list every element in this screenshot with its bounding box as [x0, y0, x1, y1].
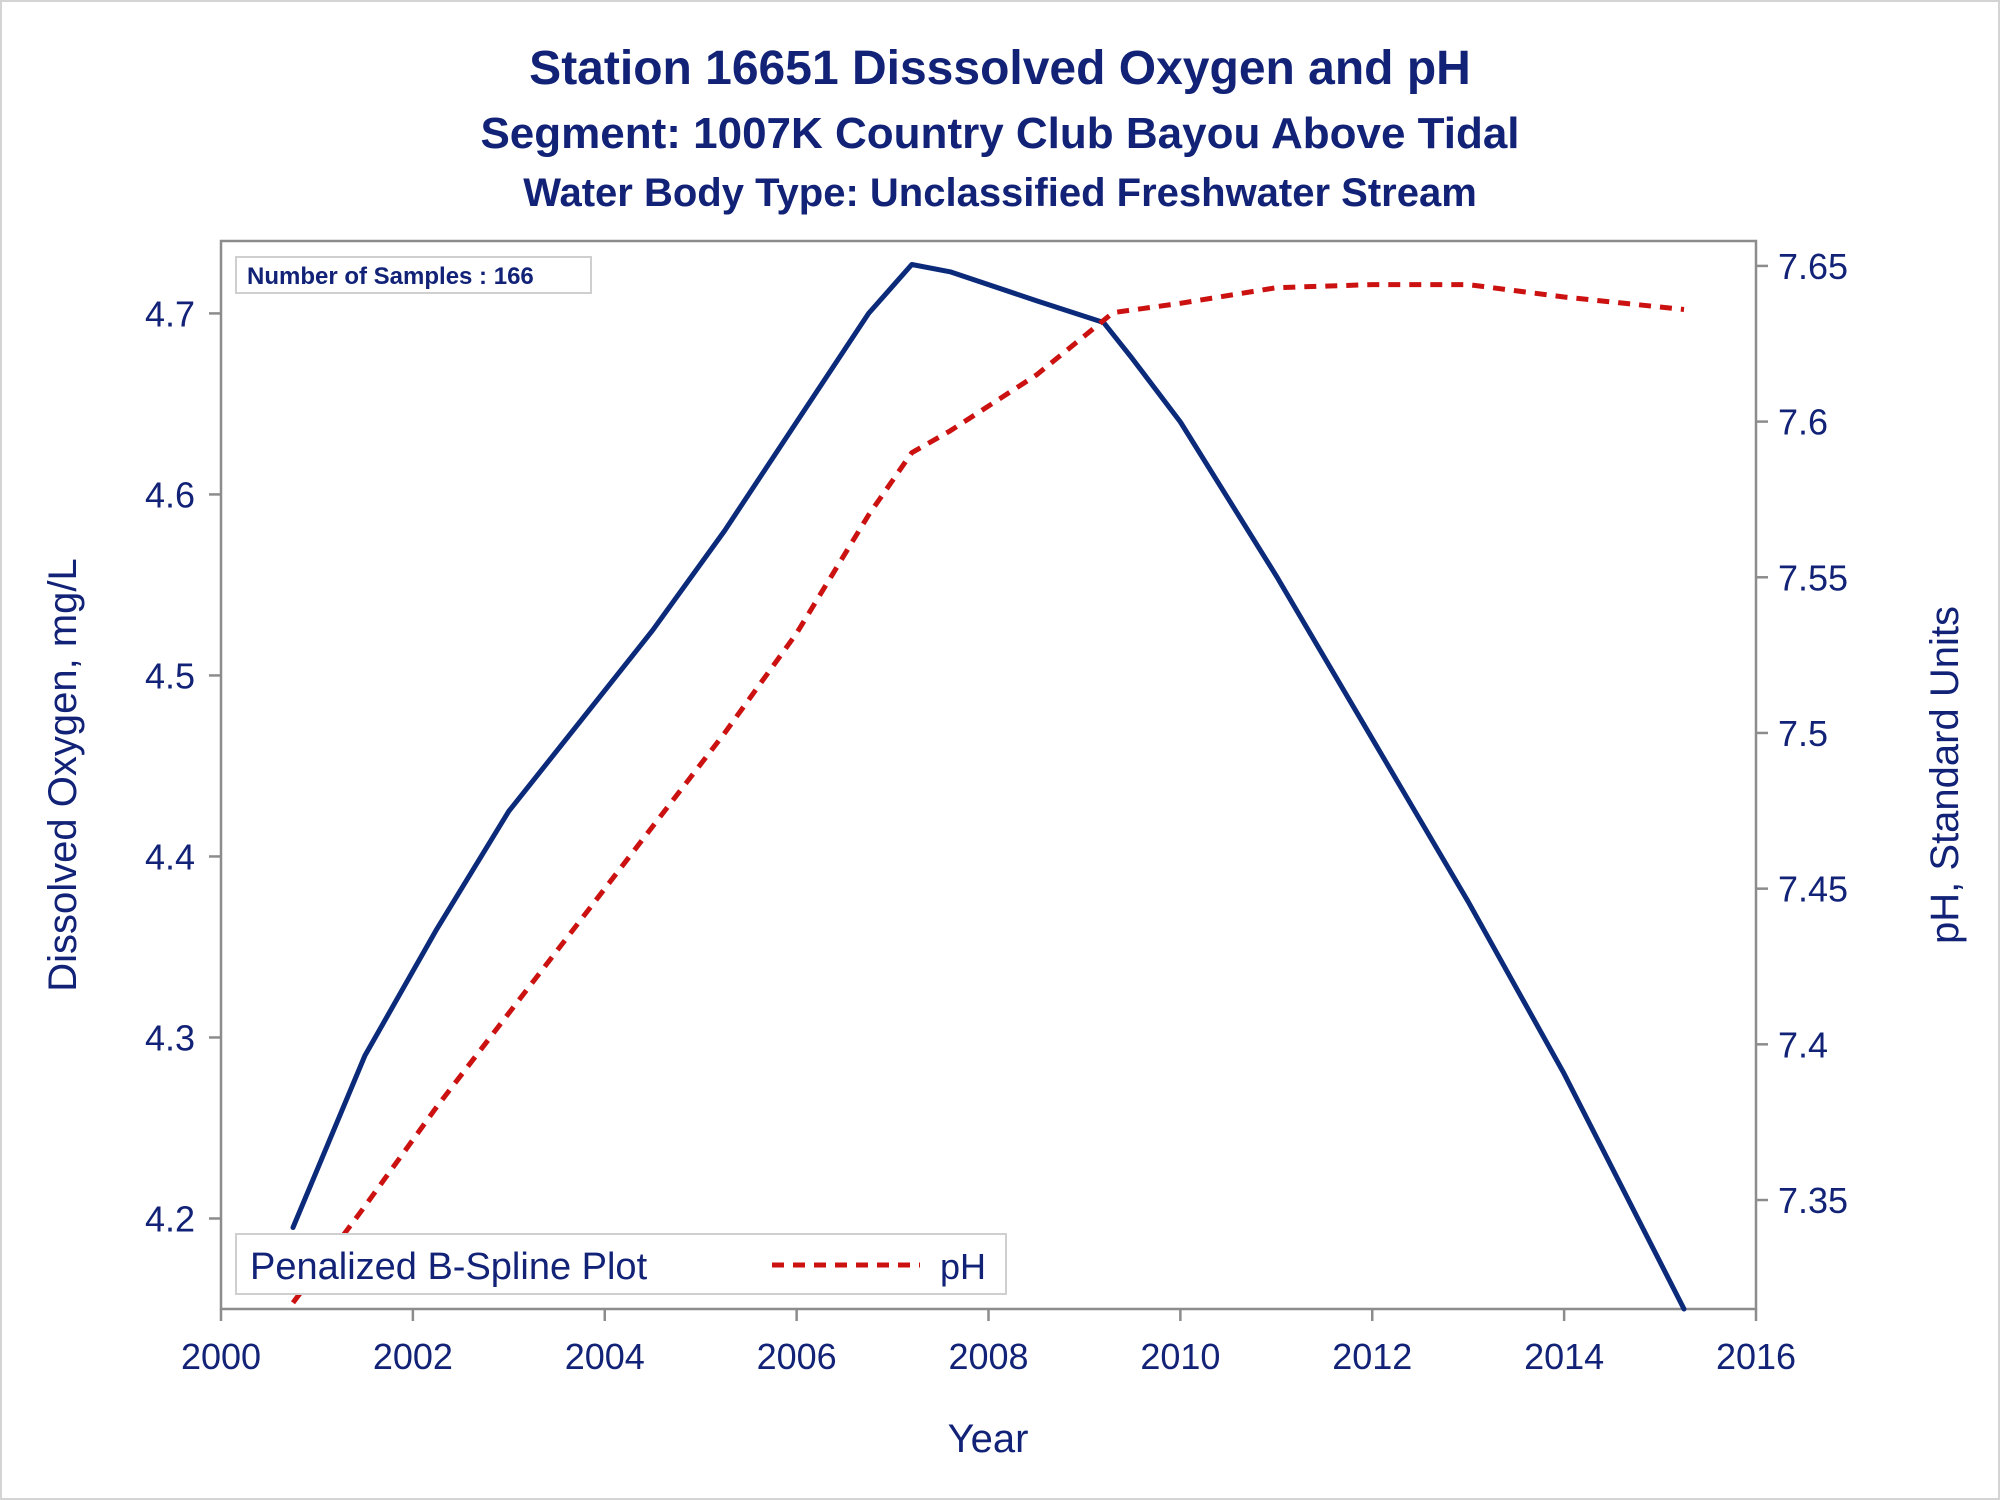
chart-title-line1: Station 16651 Disssolved Oxygen and pH — [529, 42, 1471, 95]
x-tick-label: 2006 — [757, 1336, 837, 1377]
x-tick-label: 2014 — [1524, 1336, 1604, 1377]
y-right-tick-label: 7.55 — [1778, 557, 1848, 598]
x-tick-label: 2000 — [181, 1336, 261, 1377]
x-tick-label: 2012 — [1332, 1336, 1412, 1377]
y-right-tick-label: 7.4 — [1778, 1024, 1828, 1065]
dissolved-oxygen-series-line — [290, 262, 1687, 1312]
samples-inset-box — [235, 256, 592, 294]
x-tick-label: 2016 — [1716, 1336, 1796, 1377]
y-right-tick-label: 7.5 — [1778, 713, 1828, 754]
legend-title: Penalized B-Spline Plot — [250, 1246, 648, 1288]
y-left-tick-label: 4.3 — [145, 1017, 195, 1058]
legend: Penalized B-Spline Plot pH — [235, 1233, 1007, 1295]
y-left-tick-label: 4.6 — [145, 474, 195, 515]
y-axis-left-label: Dissolved Oxygen, mg/L — [41, 558, 85, 992]
y-left-tick-label: 4.2 — [145, 1198, 195, 1239]
y-right-tick-label: 7.35 — [1778, 1180, 1848, 1221]
samples-inset-text: Number of Samples : 166 — [247, 263, 534, 290]
samples-inset: Number of Samples : 166 — [235, 256, 592, 294]
y-left-tick-label: 4.5 — [145, 655, 195, 696]
x-axis-label: Year — [948, 1417, 1029, 1461]
x-tick-label: 2004 — [565, 1336, 645, 1377]
x-tick-label: 2010 — [1140, 1336, 1220, 1377]
y-axis-right-label: pH, Standard Units — [1923, 606, 1967, 944]
x-tick-label: 2008 — [948, 1336, 1028, 1377]
x-axis: 2000 2002 2004 2006 2008 2010 2012 2014 2016 — [181, 1309, 1796, 1377]
legend-ph-label: pH — [940, 1246, 986, 1287]
ph-series-line — [290, 282, 1685, 1305]
y-axis-left: 4.2 4.3 4.4 4.5 4.6 4.7 — [145, 293, 221, 1239]
y-axis-right: 7.35 7.4 7.45 7.5 7.55 7.6 7.65 — [1756, 246, 1848, 1221]
y-right-tick-label: 7.6 — [1778, 402, 1828, 443]
y-left-tick-label: 4.7 — [145, 293, 195, 334]
chart-title-line2: Segment: 1007K Country Club Bayou Above … — [480, 109, 1519, 158]
series-layer — [290, 262, 1687, 1312]
plot-area — [219, 239, 1758, 1311]
y-right-tick-label: 7.65 — [1778, 246, 1848, 287]
x-tick-label: 2002 — [373, 1336, 453, 1377]
y-left-tick-label: 4.4 — [145, 836, 195, 877]
y-right-tick-label: 7.45 — [1778, 869, 1848, 910]
chart-title-line3: Water Body Type: Unclassified Freshwater… — [523, 171, 1477, 215]
